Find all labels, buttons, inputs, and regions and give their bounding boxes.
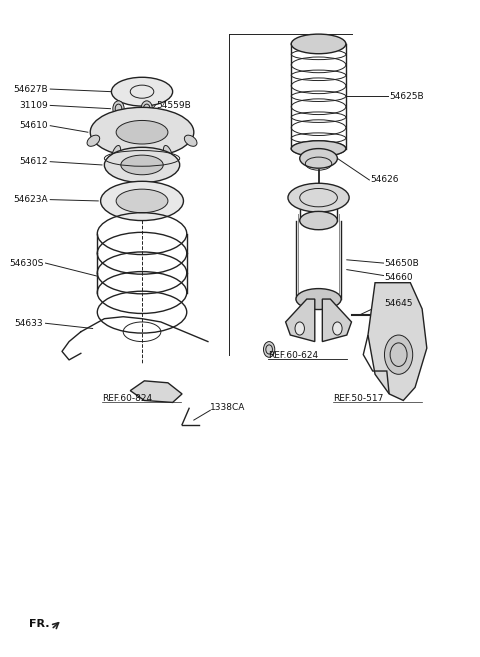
Circle shape	[295, 322, 304, 335]
Text: 54610: 54610	[19, 121, 48, 130]
Text: FR.: FR.	[29, 619, 49, 629]
Ellipse shape	[300, 148, 337, 168]
Ellipse shape	[291, 141, 346, 156]
Ellipse shape	[101, 181, 183, 221]
Circle shape	[264, 342, 275, 357]
Polygon shape	[368, 283, 427, 401]
Text: 54612: 54612	[19, 157, 48, 166]
Ellipse shape	[104, 147, 180, 183]
Ellipse shape	[112, 145, 120, 162]
Ellipse shape	[87, 135, 100, 147]
Polygon shape	[130, 381, 182, 403]
Text: 54660: 54660	[384, 273, 413, 282]
Ellipse shape	[90, 107, 194, 157]
Text: 54623A: 54623A	[13, 195, 48, 204]
Ellipse shape	[296, 288, 341, 309]
Text: 54633: 54633	[14, 319, 43, 328]
Text: 1338CA: 1338CA	[210, 403, 246, 411]
Text: 54559B: 54559B	[156, 101, 191, 110]
Ellipse shape	[288, 183, 349, 212]
Ellipse shape	[116, 120, 168, 144]
Ellipse shape	[300, 212, 337, 230]
Circle shape	[113, 101, 124, 116]
Text: 31109: 31109	[19, 101, 48, 110]
Text: 54650B: 54650B	[384, 259, 419, 267]
Text: 54626: 54626	[371, 175, 399, 185]
Ellipse shape	[184, 135, 197, 147]
Text: 54630S: 54630S	[9, 259, 43, 267]
Circle shape	[141, 101, 152, 116]
Polygon shape	[286, 299, 315, 342]
Text: REF.50-517: REF.50-517	[333, 394, 383, 403]
Ellipse shape	[111, 78, 173, 106]
Circle shape	[384, 335, 413, 374]
Text: REF.60-824: REF.60-824	[102, 394, 152, 403]
Polygon shape	[323, 299, 351, 342]
Circle shape	[382, 309, 392, 322]
Text: 54645: 54645	[384, 299, 413, 308]
Circle shape	[333, 322, 342, 335]
Ellipse shape	[121, 155, 163, 175]
Ellipse shape	[163, 145, 172, 162]
Text: 54625B: 54625B	[389, 92, 424, 101]
Ellipse shape	[116, 189, 168, 213]
Text: REF.60-624: REF.60-624	[268, 351, 318, 361]
Ellipse shape	[291, 34, 346, 54]
Text: 54627B: 54627B	[13, 85, 48, 93]
